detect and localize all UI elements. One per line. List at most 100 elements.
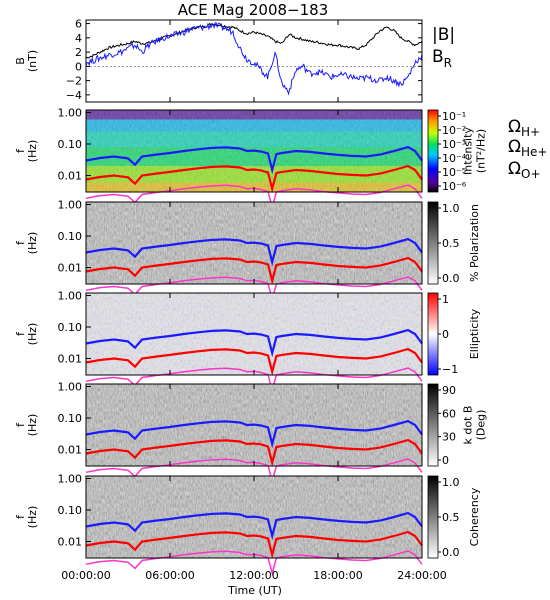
- y-axis-label: (Hz): [26, 414, 39, 437]
- x-tick-label: 18:00:00: [313, 569, 362, 582]
- y-axis-label: (Hz): [26, 506, 39, 529]
- panel-kdotb: 1.00 0.10 0.01 90 60 30 0 k dot B (Deg) f (Hz): [14, 380, 488, 484]
- colorbar-label: Intensity: [462, 127, 475, 175]
- y-tick-label: 0.10: [58, 321, 83, 334]
- x-tick-label: 06:00:00: [145, 569, 194, 582]
- y-tick-label: 1.00: [58, 106, 83, 119]
- colorbar-tick-label: 0: [442, 454, 449, 467]
- gyrofrequency-o-plus: [85, 184, 423, 210]
- colorbar-label: Ellipticity: [468, 308, 481, 359]
- y-tick-label: 6: [75, 18, 82, 31]
- legend-gyro-o-plus: ΩO+: [508, 159, 541, 181]
- y-axis-label: (Hz): [26, 232, 39, 255]
- y-tick-label: 1.00: [58, 472, 83, 485]
- legend: |B| BR ΩH+ΩHe+ΩO+: [432, 25, 547, 181]
- series-line-b-magnitude: [85, 22, 423, 59]
- panel-coherency: 1.00 0.10 0.01 1.0 0.5 0.0 Coherency f (Hz): [14, 472, 481, 576]
- gyrofrequency-he-plus: [85, 438, 423, 468]
- gyrofrequency-he-plus: [85, 164, 423, 194]
- x-tick-label: 24:00:00: [397, 569, 446, 582]
- y-tick-label: 0.10: [58, 412, 83, 425]
- colorbar-tick-label: 30: [442, 431, 456, 444]
- colorbar-label: (nT²/Hz): [475, 129, 488, 173]
- colorbar-label: Coherency: [468, 487, 481, 546]
- colorbar-tick-label: 1.0: [442, 202, 460, 215]
- y-axis-label: f: [14, 514, 27, 519]
- colorbar-tick-label: 10⁻²: [442, 124, 466, 137]
- y-tick-label: 0.01: [58, 353, 83, 366]
- colorbar-coherency: [427, 475, 439, 559]
- y-tick-label: 0.10: [58, 138, 83, 151]
- colorbar-tick-label: 0: [442, 328, 449, 341]
- y-tick-label: 0: [75, 60, 82, 73]
- colorbar-ellipticity: [427, 292, 439, 376]
- colorbar-kdotb: [427, 383, 439, 467]
- y-tick-label: 0.01: [58, 536, 83, 549]
- gyrofrequency-h-plus: [85, 511, 423, 541]
- x-tick-label: 12:00:00: [229, 569, 278, 582]
- colorbar-tick-label: 1.0: [442, 476, 460, 489]
- legend-b-radial: BR: [432, 47, 452, 70]
- y-axis-label: f: [14, 331, 27, 336]
- y-axis-label: f: [14, 240, 27, 245]
- y-axis-label: B: [14, 57, 27, 65]
- colorbar-tick-label: 90: [442, 384, 456, 397]
- x-axis-tick-labels: 00:00:00 06:00:00 12:00:00 18:00:00 24:00:00: [61, 569, 446, 582]
- colorbar-intensity: [427, 109, 439, 193]
- y-tick-label: 1.00: [58, 289, 83, 302]
- colorbar-tick-label: 60: [442, 407, 456, 420]
- y-axis-label: (Hz): [26, 140, 39, 163]
- gyrofrequency-o-plus: [85, 458, 423, 484]
- gyrofrequency-h-plus: [85, 145, 423, 175]
- legend-gyro-h-plus: ΩH+: [508, 117, 540, 139]
- colorbar-tick-label: 10⁻⁴: [442, 152, 467, 165]
- y-tick-label: −2: [66, 75, 82, 88]
- colorbar-tick-label: 10⁻¹: [442, 110, 466, 123]
- y-tick-label: 0.01: [58, 262, 83, 275]
- colorbar-tick-label: 0.5: [442, 237, 460, 250]
- y-tick-label: 0.10: [58, 230, 83, 243]
- y-tick-label: 1.00: [58, 380, 83, 393]
- gyrofrequency-he-plus: [85, 530, 423, 560]
- y-axis-label: (Hz): [26, 323, 39, 346]
- colorbar-tick-label: 1: [442, 293, 449, 306]
- colorbar-polarization: [427, 201, 439, 285]
- y-tick-label: −4: [66, 89, 82, 102]
- y-tick-label: 0.10: [58, 504, 83, 517]
- colorbar-label: k dot B: [462, 406, 475, 445]
- panel-polarization: 1.00 0.10 0.01 1.0 0.5 0.0 % Polarization f (Hz): [14, 198, 481, 302]
- y-axis-label: f: [14, 422, 27, 427]
- gyrofrequency-o-plus: [85, 276, 423, 302]
- colorbar-label: % Polarization: [468, 204, 481, 282]
- gyrofrequency-h-plus: [85, 328, 423, 358]
- panel-ellipticity: 1.00 0.10 0.01 1 0 −1 Ellipticity f (Hz): [14, 289, 481, 393]
- gyrofrequency-o-plus: [85, 367, 423, 393]
- colorbar-tick-label: 0.5: [442, 511, 460, 524]
- legend-b-magnitude: |B|: [432, 25, 455, 45]
- series-line-b-radial: [85, 22, 423, 96]
- colorbar-tick-label: 0.0: [442, 272, 460, 285]
- y-tick-label: 0.01: [58, 444, 83, 457]
- x-tick-label: 00:00:00: [61, 569, 110, 582]
- colorbar-tick-label: 10⁻⁶: [442, 180, 467, 193]
- colorbar-label: (Deg): [475, 410, 488, 441]
- chart-title: ACE Mag 2008−183: [178, 1, 329, 19]
- y-tick-label: 2: [75, 46, 82, 59]
- panel-intensity: 1.00 0.10 0.01 10⁻¹10⁻²10⁻³10⁻⁴10⁻⁵10⁻⁶ Inte…: [14, 106, 488, 210]
- y-tick-label: 0.01: [58, 170, 83, 183]
- colorbar-tick-label: 10⁻⁵: [442, 166, 466, 179]
- y-axis-label: f: [14, 148, 27, 153]
- gyrofrequency-he-plus: [85, 256, 423, 286]
- y-tick-label: 1.00: [58, 198, 83, 211]
- gyrofrequency-h-plus: [85, 419, 423, 449]
- y-axis-label: (nT): [26, 50, 39, 72]
- colorbar-tick-label: 10⁻³: [442, 138, 466, 151]
- gyrofrequency-he-plus: [85, 347, 423, 377]
- x-axis-label: Time (UT): [227, 584, 282, 597]
- gyrofrequency-h-plus: [85, 237, 423, 267]
- legend-gyro-he-plus: ΩHe+: [508, 137, 547, 159]
- colorbar-tick-label: −1: [442, 363, 458, 376]
- y-tick-label: 4: [75, 32, 82, 45]
